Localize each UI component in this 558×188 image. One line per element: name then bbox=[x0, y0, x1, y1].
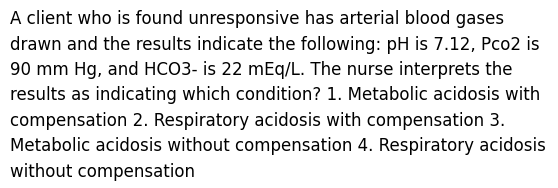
Text: compensation 2. Respiratory acidosis with compensation 3.: compensation 2. Respiratory acidosis wit… bbox=[10, 112, 506, 130]
Text: results as indicating which condition? 1. Metabolic acidosis with: results as indicating which condition? 1… bbox=[10, 86, 540, 105]
Text: 90 mm Hg, and HCO3- is 22 mEq/L. The nurse interprets the: 90 mm Hg, and HCO3- is 22 mEq/L. The nur… bbox=[10, 61, 513, 79]
Text: without compensation: without compensation bbox=[10, 163, 195, 181]
Text: drawn and the results indicate the following: pH is 7.12, Pco2 is: drawn and the results indicate the follo… bbox=[10, 36, 540, 54]
Text: Metabolic acidosis without compensation 4. Respiratory acidosis: Metabolic acidosis without compensation … bbox=[10, 137, 546, 155]
Text: A client who is found unresponsive has arterial blood gases: A client who is found unresponsive has a… bbox=[10, 10, 504, 28]
